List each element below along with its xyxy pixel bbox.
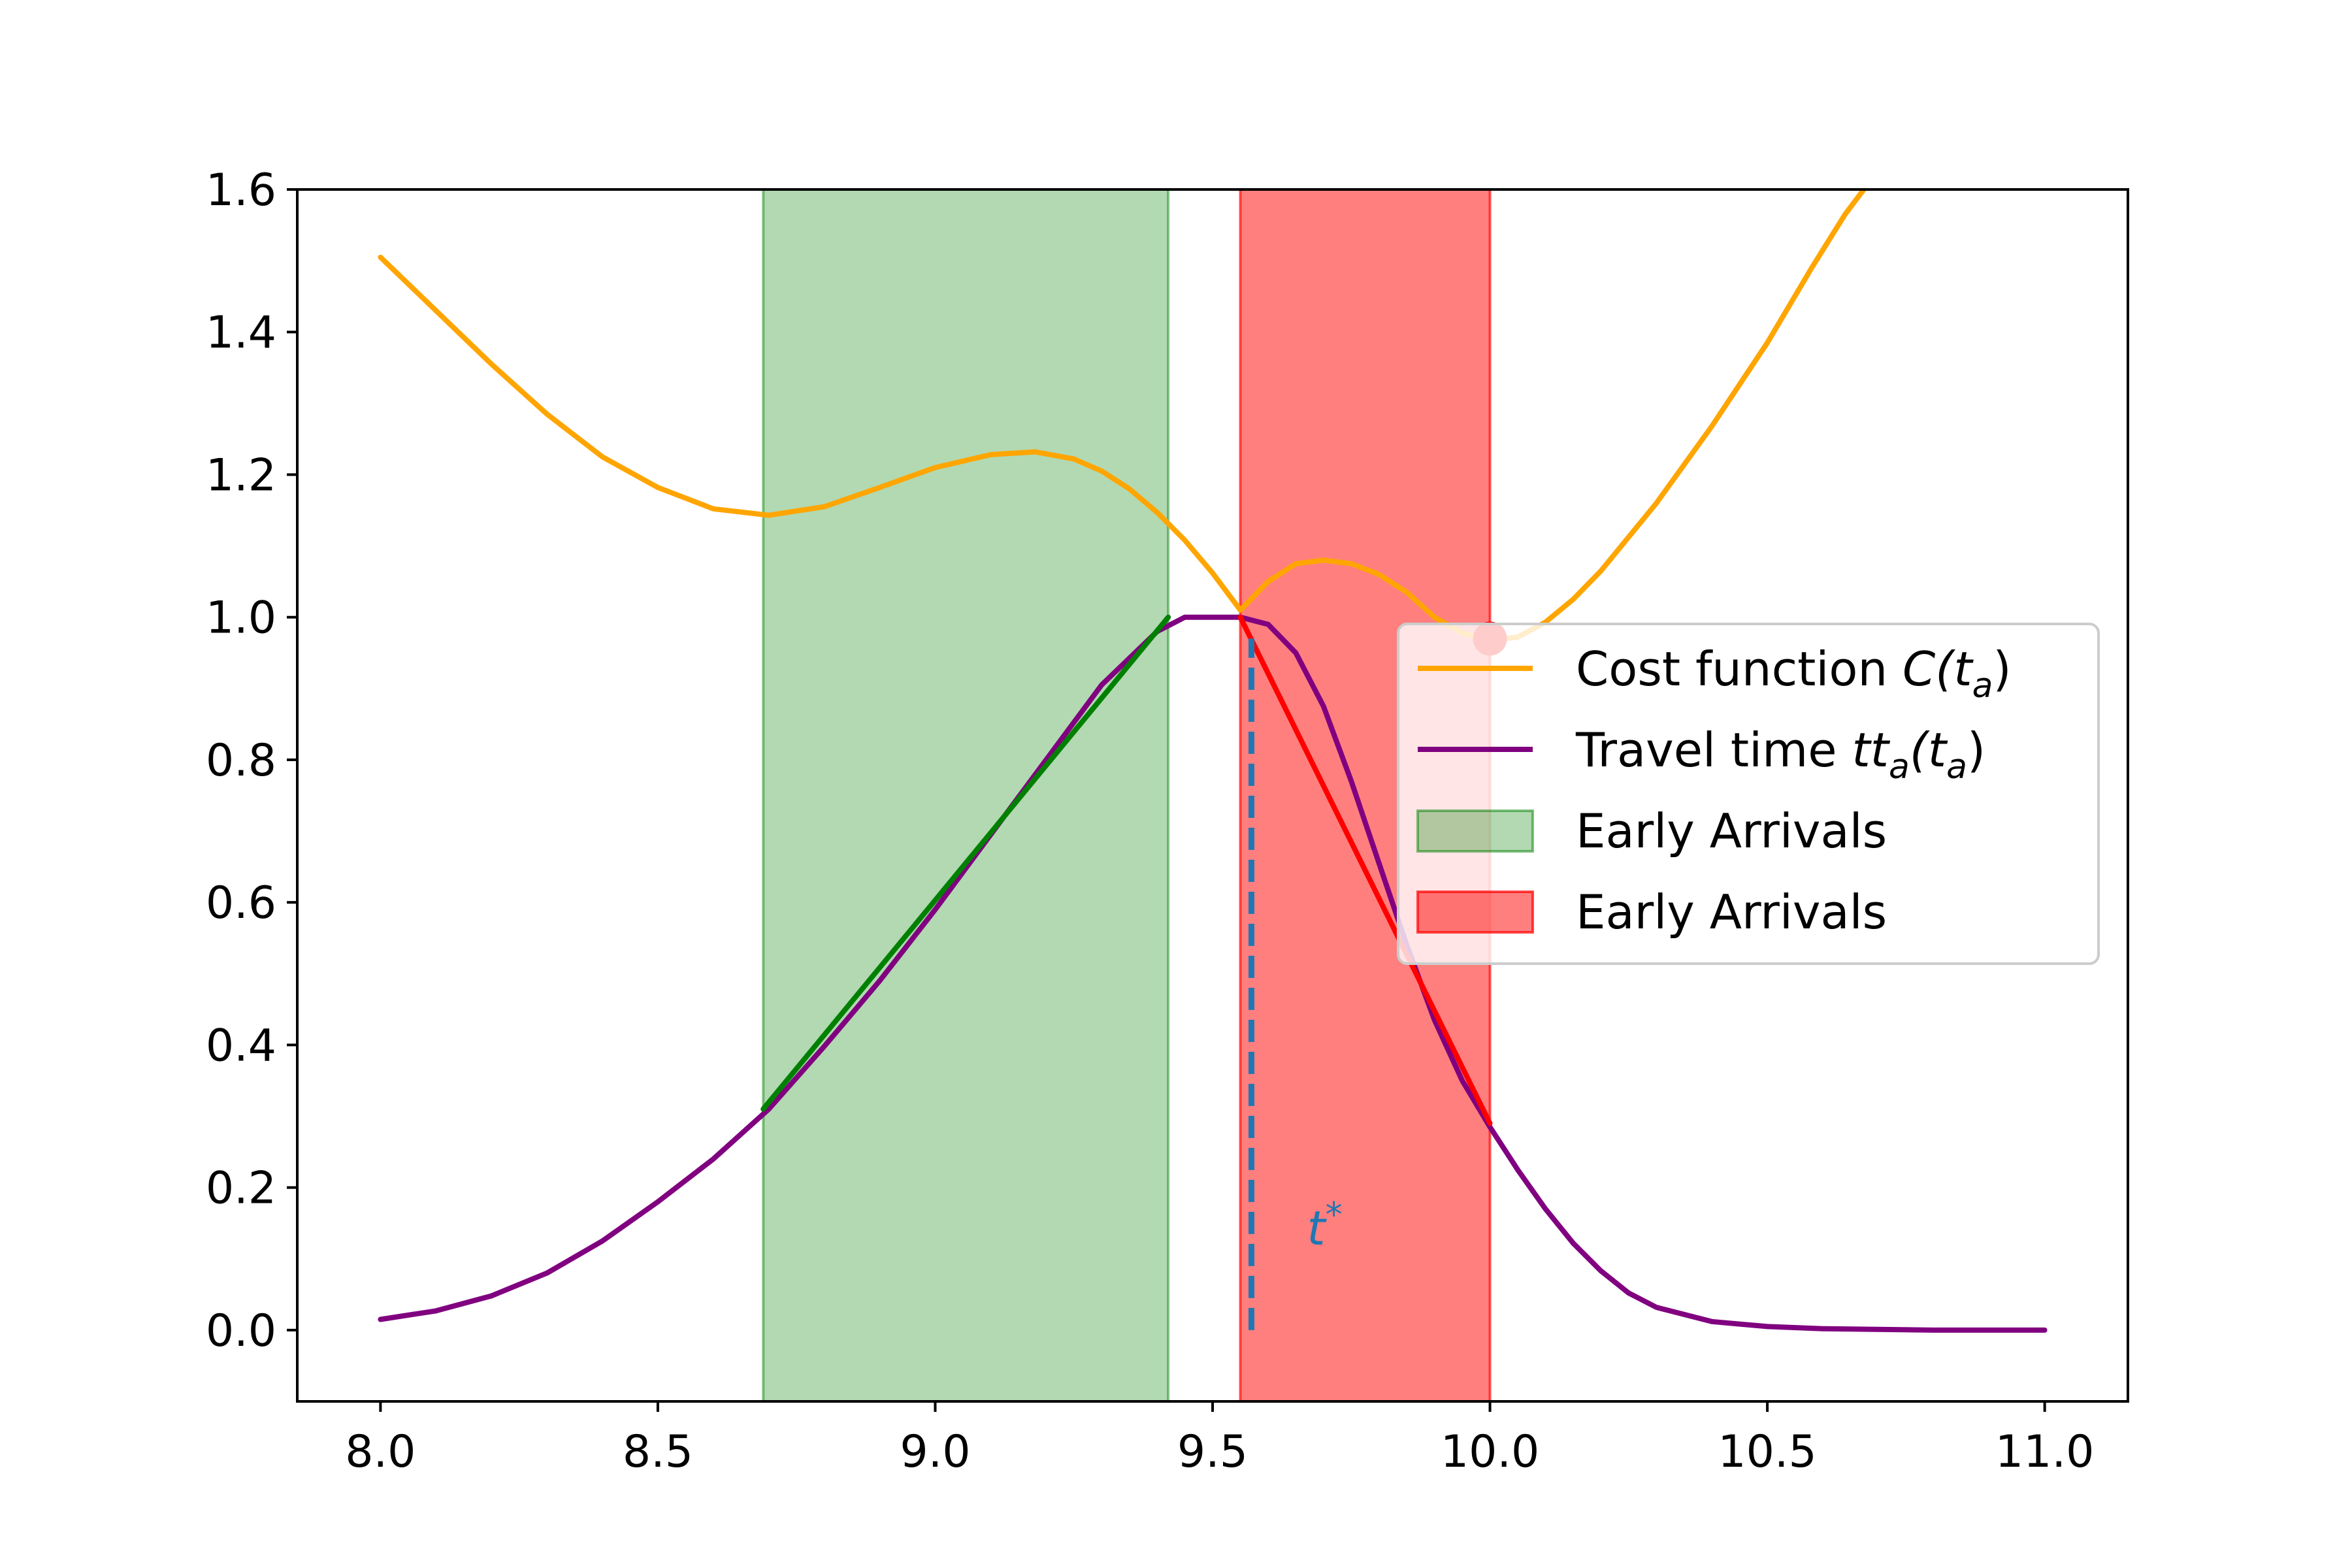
y-tick-label: 0.8	[206, 735, 276, 787]
shaded-bands	[763, 189, 1490, 1401]
band-green	[763, 189, 1168, 1401]
x-tick-label: 10.5	[1718, 1426, 1816, 1478]
y-tick-label: 0.4	[206, 1020, 276, 1071]
legend: Cost function C(ta) Travel time tta(ta) Ea…	[1398, 624, 2099, 964]
y-tick-label: 0.0	[206, 1305, 276, 1357]
legend-label: Travel time tta(ta)	[1575, 723, 1985, 787]
x-tick-label: 9.5	[1177, 1426, 1248, 1478]
legend-label: Early Arrivals	[1576, 804, 1887, 858]
y-axis-ticks: 0.0 0.2 0.4 0.6 0.8 1.0 1.2 1.4 1.6	[206, 165, 297, 1357]
legend-label: Early Arrivals	[1576, 885, 1887, 939]
legend-patch-swatch	[1418, 811, 1533, 851]
y-tick-label: 1.2	[206, 449, 276, 501]
y-tick-label: 1.0	[206, 593, 276, 644]
x-tick-label: 10.0	[1441, 1426, 1539, 1478]
x-axis-ticks: 8.0 8.5 9.0 9.5 10.0 10.5 11.0	[345, 1401, 2094, 1478]
y-tick-label: 0.2	[206, 1163, 276, 1215]
x-tick-label: 8.0	[345, 1426, 416, 1478]
y-tick-label: 1.4	[206, 307, 276, 359]
legend-label: Cost function C(ta)	[1576, 642, 2012, 706]
y-tick-label: 0.6	[206, 877, 276, 929]
x-tick-label: 9.0	[900, 1426, 970, 1478]
legend-patch-swatch	[1418, 892, 1533, 932]
x-tick-label: 8.5	[623, 1426, 693, 1478]
y-tick-label: 1.6	[206, 165, 276, 216]
x-tick-label: 11.0	[1995, 1426, 2094, 1478]
